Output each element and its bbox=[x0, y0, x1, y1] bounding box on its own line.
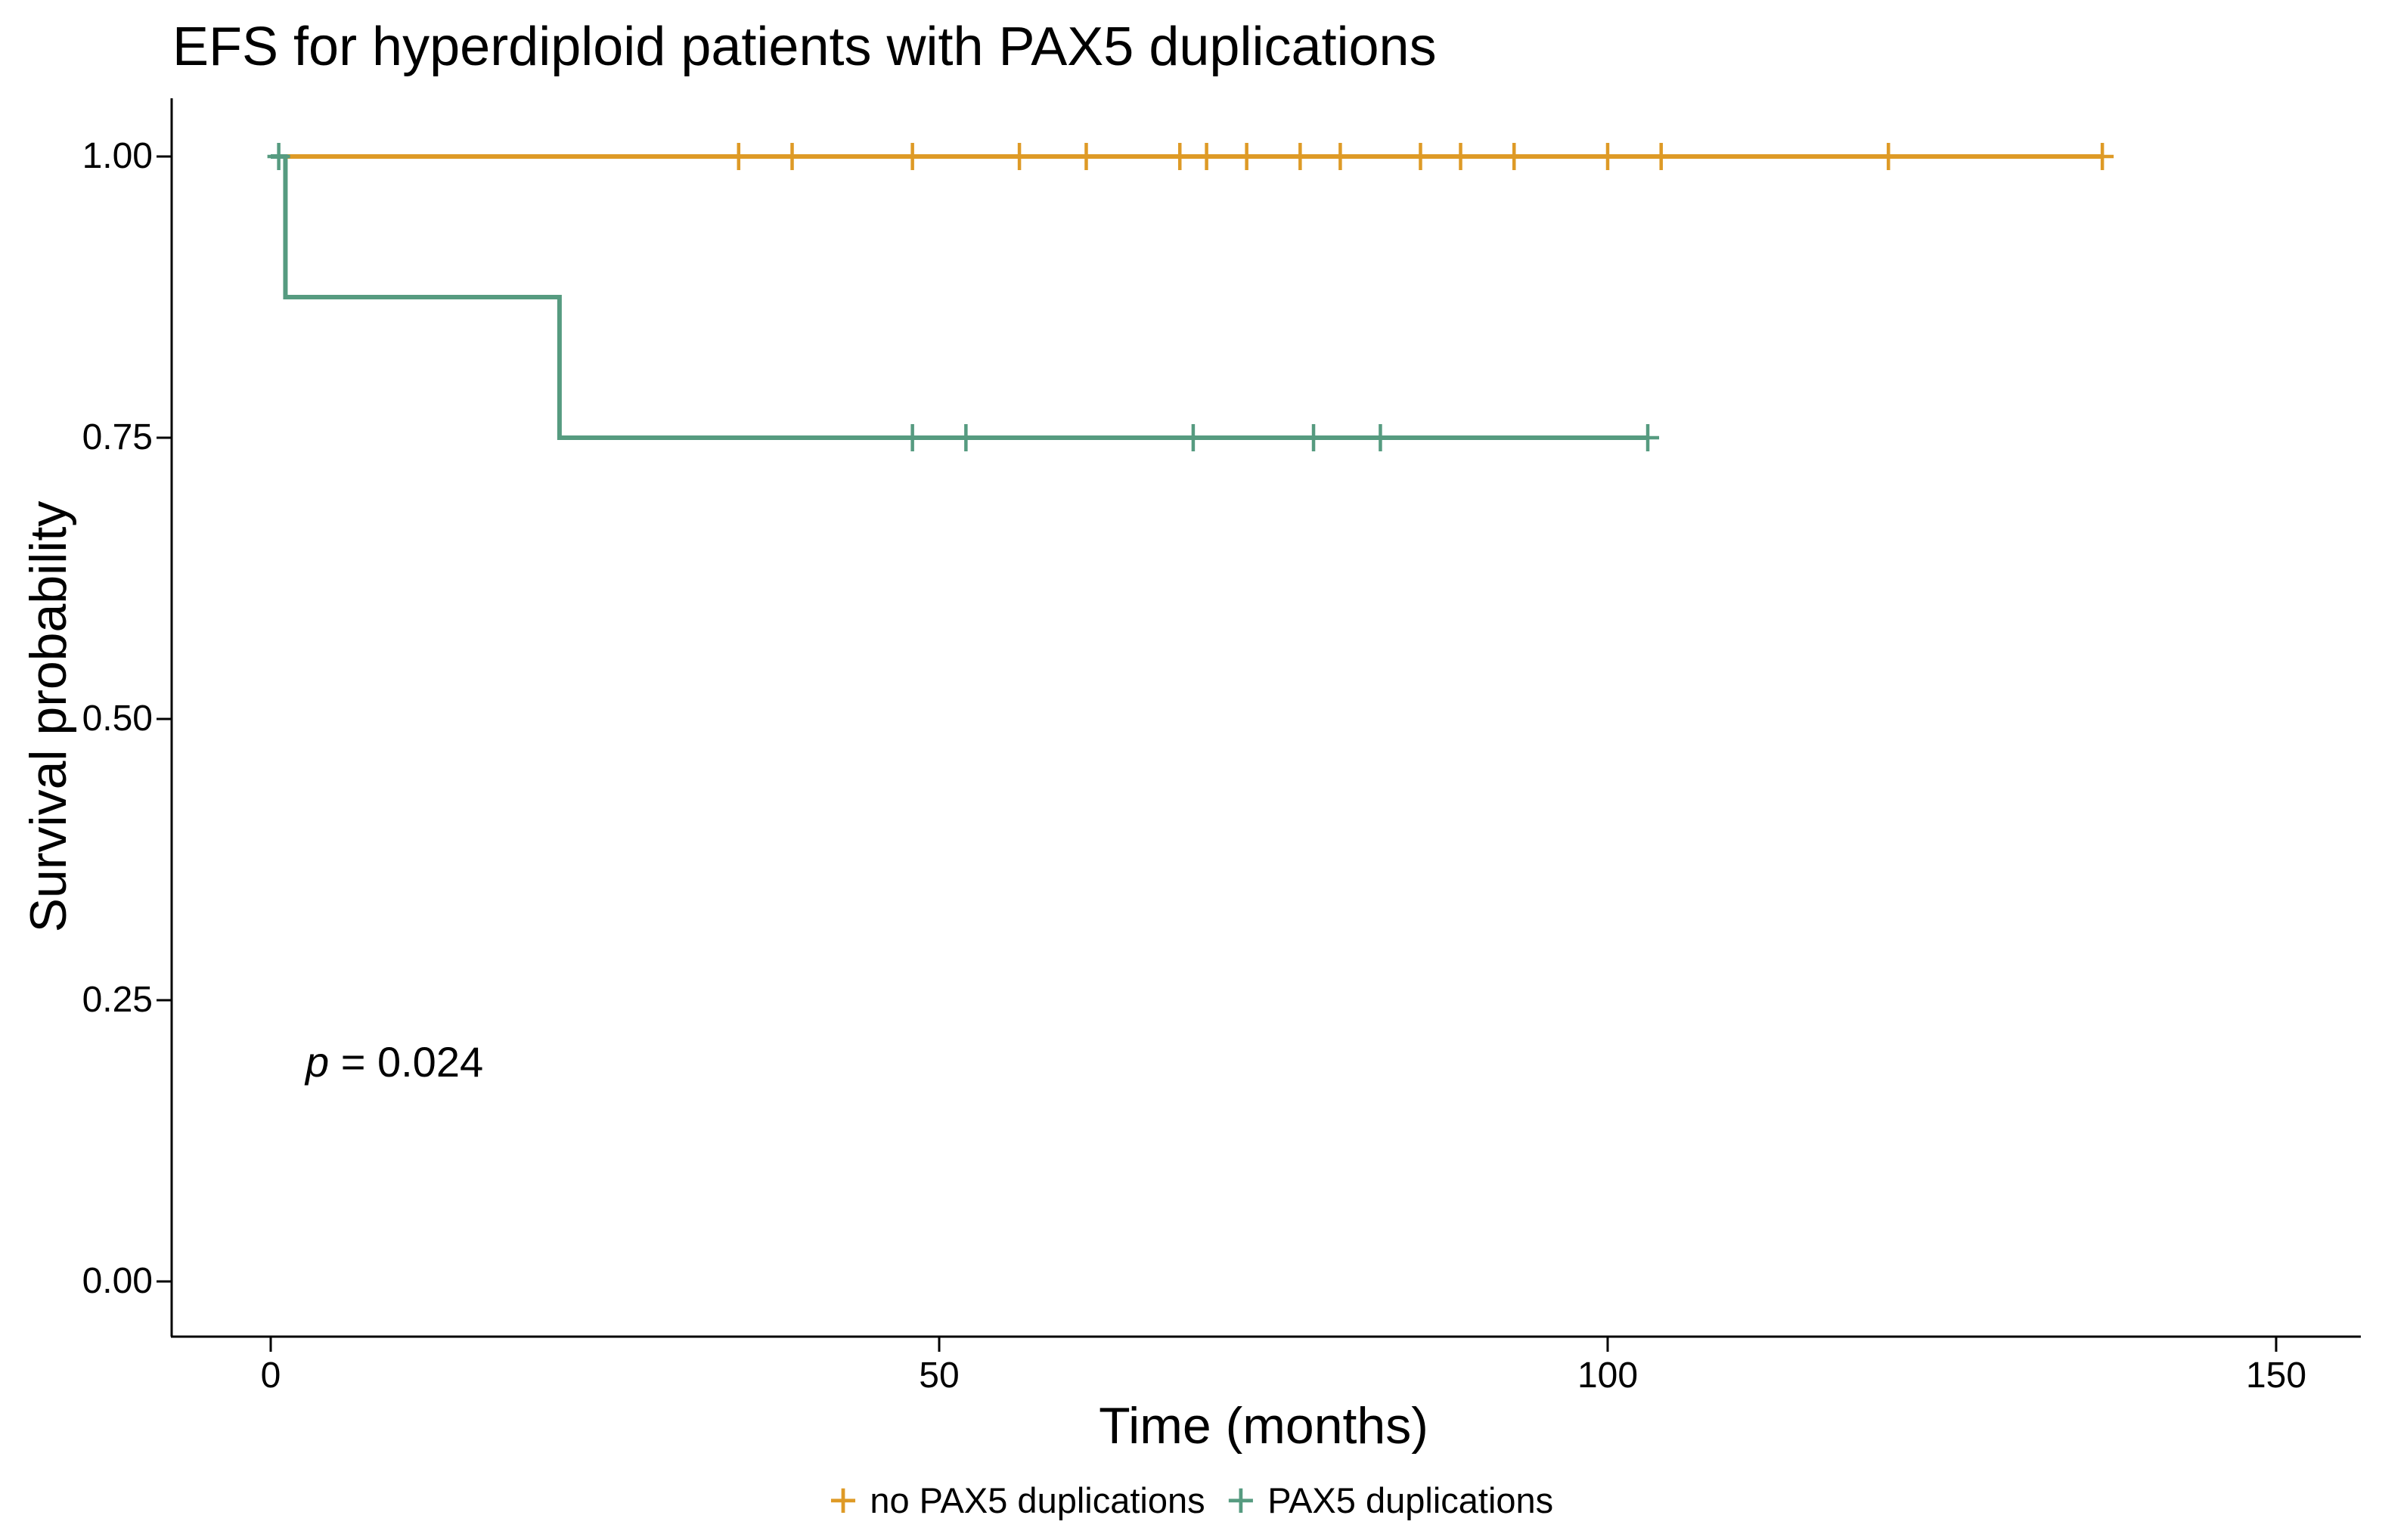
y-tick-label-0.50: 0.50 bbox=[82, 699, 153, 739]
x-tick-label-100: 100 bbox=[1577, 1356, 1639, 1396]
censor-plus-icon: + bbox=[1226, 1472, 1256, 1528]
y-tick-label-0.75: 0.75 bbox=[82, 417, 153, 457]
survival-curve-pax5-duplications bbox=[271, 154, 1648, 440]
x-axis-title: Time (months) bbox=[1099, 1397, 1428, 1455]
p-value-symbol: p bbox=[306, 1038, 330, 1086]
chart-legend: + no PAX5 duplications + PAX5 duplicatio… bbox=[0, 1468, 2382, 1532]
x-tick-label-150: 150 bbox=[2245, 1356, 2307, 1396]
legend-label: no PAX5 duplications bbox=[870, 1480, 1205, 1520]
chart-title: EFS for hyperdiploid patients with PAX5 … bbox=[172, 17, 1437, 77]
x-tick-label-50: 50 bbox=[919, 1356, 960, 1396]
censor-plus-icon: + bbox=[828, 1472, 858, 1528]
legend-label: PAX5 duplications bbox=[1267, 1480, 1554, 1520]
legend-item-pax5-duplications: + PAX5 duplications bbox=[1227, 1475, 1554, 1525]
p-value-text: = 0.024 bbox=[329, 1038, 484, 1086]
y-axis-title: Survival probability bbox=[20, 500, 77, 933]
y-tick-label-0.25: 0.25 bbox=[82, 980, 153, 1020]
legend-item-no-pax5-duplications: + no PAX5 duplications bbox=[829, 1475, 1205, 1525]
p-value-annotation: p = 0.024 bbox=[306, 1037, 483, 1086]
y-tick-label-0.00: 0.00 bbox=[82, 1261, 153, 1301]
y-tick-label-1.00: 1.00 bbox=[82, 136, 153, 176]
x-tick-label-0: 0 bbox=[260, 1356, 281, 1396]
